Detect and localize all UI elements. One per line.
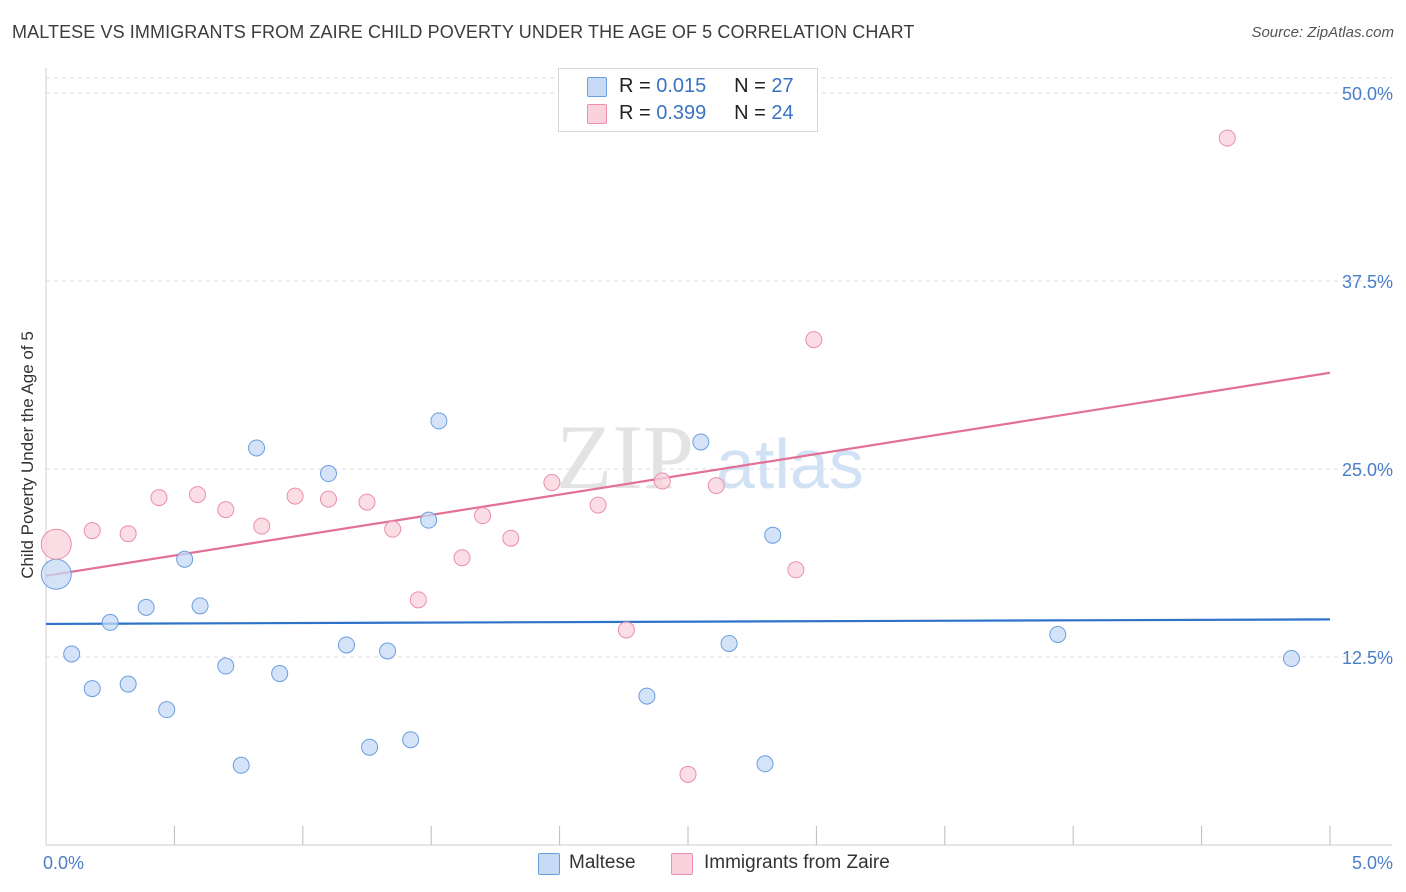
- y-tick-label: 50.0%: [1342, 84, 1393, 104]
- point-maltese: [379, 642, 397, 660]
- point-zaire: [679, 765, 697, 783]
- point-maltese: [40, 558, 72, 590]
- point-zaire: [217, 501, 235, 519]
- legend-swatch-maltese: [587, 77, 607, 97]
- point-zaire: [119, 525, 137, 543]
- bottom-legend-swatch-zaire: [671, 853, 693, 875]
- point-zaire: [189, 486, 207, 504]
- legend-n-label: N =: [734, 75, 766, 97]
- axes: [45, 68, 1392, 846]
- chart-title: MALTESE VS IMMIGRANTS FROM ZAIRE CHILD P…: [12, 22, 915, 42]
- point-zaire: [384, 520, 402, 538]
- point-zaire: [150, 489, 168, 507]
- point-maltese: [764, 526, 782, 544]
- point-maltese: [217, 657, 235, 675]
- trend-lines: [45, 371, 1331, 626]
- point-zaire: [1218, 129, 1236, 147]
- legend-r-label: R =: [619, 75, 651, 97]
- correlation-legend: R = 0.015 N = 27 R = 0.399 N = 24: [558, 68, 818, 132]
- point-zaire: [253, 517, 271, 535]
- point-maltese: [361, 738, 379, 756]
- point-maltese: [319, 465, 337, 483]
- point-maltese: [248, 439, 266, 457]
- point-zaire: [358, 493, 376, 511]
- legend-r-value-zaire: 0.399: [656, 102, 707, 124]
- point-maltese: [119, 675, 137, 693]
- point-maltese: [176, 550, 194, 568]
- point-maltese: [158, 701, 176, 719]
- point-maltese: [337, 636, 355, 654]
- point-maltese: [101, 613, 119, 631]
- point-maltese: [137, 598, 155, 616]
- point-zaire: [787, 561, 805, 579]
- watermark-atlas: atlas: [716, 425, 864, 503]
- point-maltese: [1049, 625, 1067, 643]
- point-zaire: [409, 591, 427, 609]
- point-zaire: [653, 472, 671, 490]
- y-tick-label: 12.5%: [1342, 648, 1393, 668]
- point-maltese: [638, 687, 656, 705]
- legend-swatch-zaire: [587, 104, 607, 124]
- legend-r-value-maltese: 0.015: [656, 75, 707, 97]
- point-maltese: [232, 756, 250, 774]
- trend-line-maltese: [45, 618, 1331, 626]
- point-zaire: [502, 529, 520, 547]
- legend-n-value-zaire: 24: [771, 102, 794, 124]
- point-maltese: [83, 680, 101, 698]
- trend-line-zaire: [45, 371, 1331, 577]
- point-maltese: [756, 755, 774, 773]
- legend-n-label: N =: [734, 102, 766, 124]
- watermark: ZIP atlas: [556, 406, 864, 508]
- point-maltese: [191, 597, 209, 615]
- bottom-legend-label-zaire: Immigrants from Zaire: [704, 852, 890, 873]
- point-maltese: [720, 634, 738, 652]
- x-tick-label: 5.0%: [1352, 853, 1393, 873]
- point-zaire: [617, 621, 635, 639]
- point-zaire: [707, 477, 725, 495]
- legend-r-label: R =: [619, 102, 651, 124]
- x-tick-label: 0.0%: [43, 853, 84, 873]
- bottom-legend-swatch-maltese: [538, 853, 560, 875]
- point-zaire: [543, 474, 561, 492]
- bottom-legend-label-maltese: Maltese: [569, 852, 636, 873]
- point-zaire: [805, 331, 823, 349]
- point-maltese: [63, 645, 81, 663]
- point-maltese: [692, 433, 710, 451]
- point-maltese: [271, 665, 289, 683]
- point-maltese: [430, 412, 448, 430]
- data-points: [40, 129, 1300, 783]
- point-zaire: [40, 528, 72, 560]
- point-zaire: [474, 507, 492, 525]
- tick-labels: 12.5% 25.0% 37.5% 50.0% 0.0% 5.0%: [43, 84, 1393, 873]
- point-maltese: [402, 731, 420, 749]
- point-zaire: [453, 549, 471, 567]
- point-zaire: [589, 496, 607, 514]
- source-label: Source: ZipAtlas.com: [1251, 24, 1394, 41]
- point-maltese: [1282, 650, 1300, 668]
- point-zaire: [83, 522, 101, 540]
- gridlines: [46, 77, 1392, 658]
- point-zaire: [319, 490, 337, 508]
- point-zaire: [286, 487, 304, 505]
- legend-n-value-maltese: 27: [771, 75, 794, 97]
- y-tick-label: 37.5%: [1342, 272, 1393, 292]
- point-maltese: [420, 511, 438, 529]
- y-tick-label: 25.0%: [1342, 460, 1393, 480]
